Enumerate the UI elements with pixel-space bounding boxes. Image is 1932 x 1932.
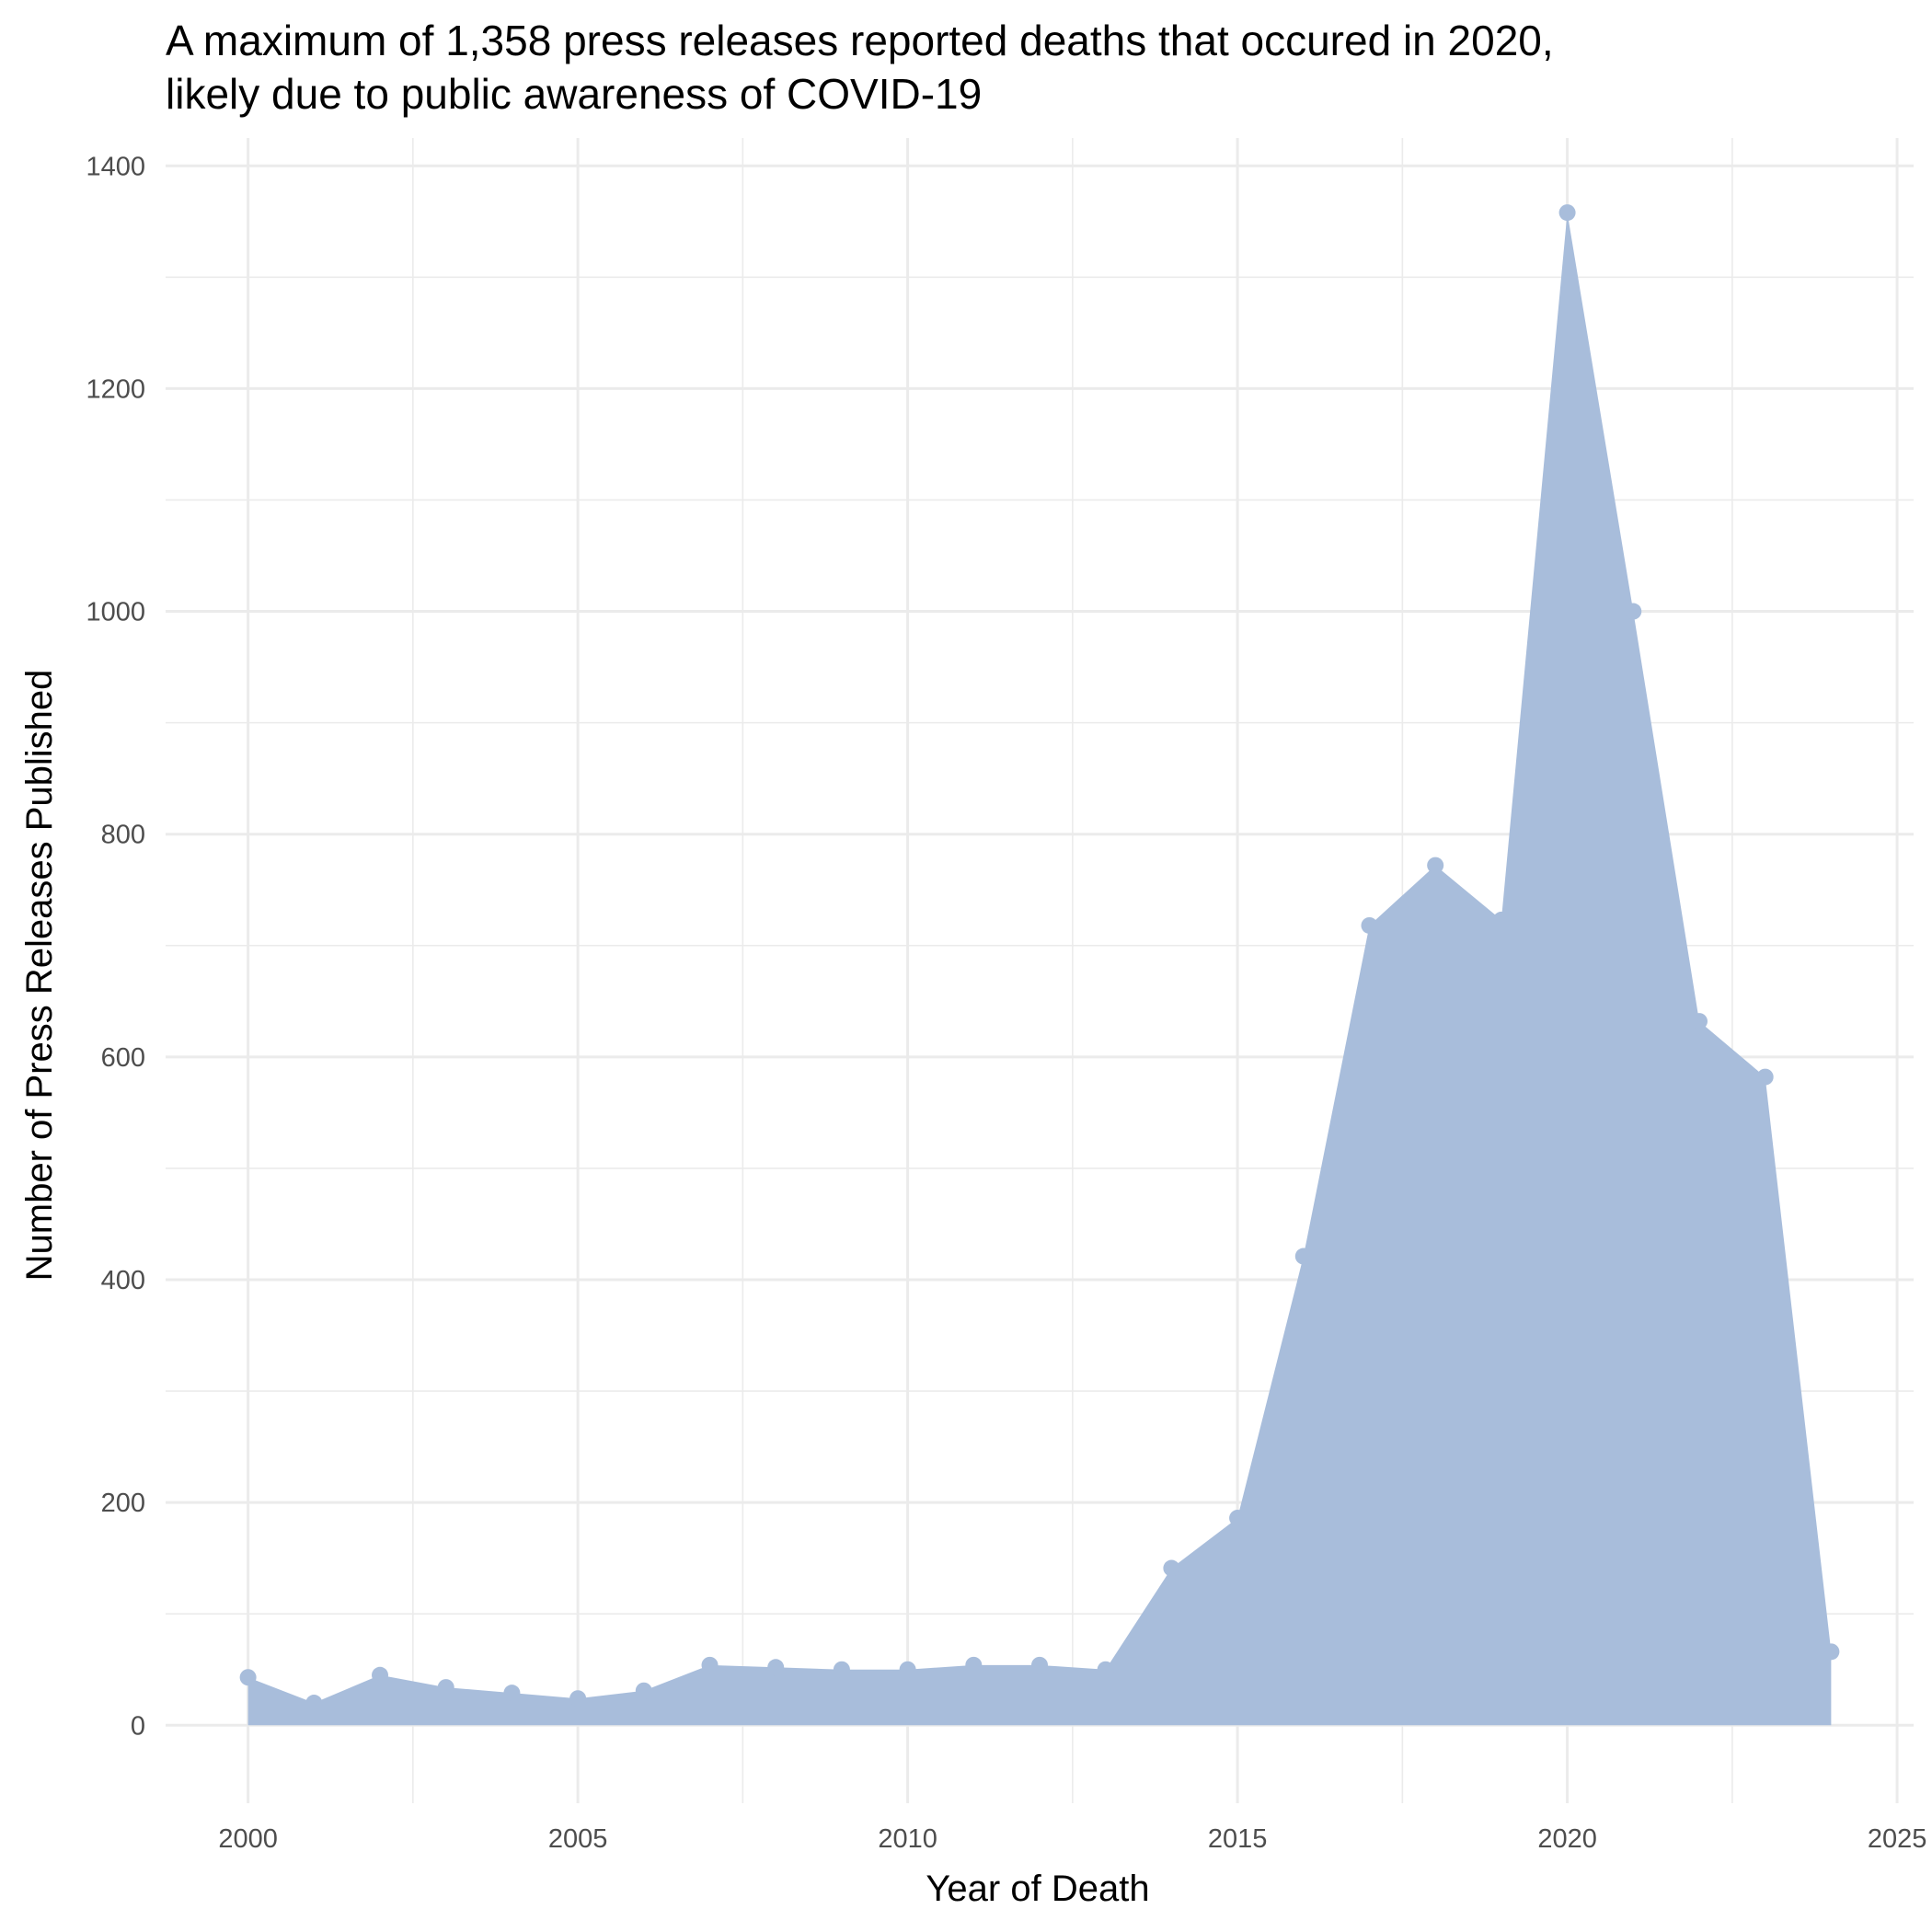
data-point — [1031, 1656, 1048, 1673]
data-point — [1294, 1248, 1312, 1265]
y-axis-label: Number of Press Releases Published — [19, 670, 60, 1282]
y-tick-label: 400 — [101, 1266, 145, 1295]
data-point — [767, 1659, 785, 1676]
y-tick-label: 200 — [101, 1489, 145, 1518]
x-tick-label: 2010 — [878, 1824, 937, 1854]
data-point — [965, 1656, 983, 1673]
y-tick-label: 1400 — [86, 152, 145, 181]
chart-title-line-1: A maximum of 1,358 press releases report… — [166, 17, 1554, 64]
data-point — [569, 1690, 587, 1708]
data-point — [239, 1669, 257, 1686]
chart-title-line-2: likely due to public awareness of COVID-… — [166, 70, 982, 118]
data-point — [1427, 857, 1444, 874]
data-point — [1823, 1643, 1840, 1661]
y-axis-tick-labels: 0 200 400 600 800 1000 1200 1400 — [86, 152, 145, 1741]
data-point — [1558, 204, 1576, 222]
data-points — [239, 204, 1840, 1712]
x-axis-label: Year of Death — [926, 1869, 1149, 1909]
data-point — [503, 1685, 521, 1702]
data-point — [1756, 1068, 1774, 1086]
data-point — [1361, 916, 1378, 934]
data-point — [1229, 1510, 1247, 1527]
area-series-fill — [247, 213, 1832, 1726]
data-point — [833, 1661, 850, 1678]
y-tick-label: 600 — [101, 1043, 145, 1073]
x-tick-label: 2025 — [1868, 1824, 1927, 1854]
data-point — [372, 1666, 389, 1684]
y-tick-label: 1200 — [86, 374, 145, 404]
data-point — [1097, 1661, 1114, 1678]
data-point — [1163, 1559, 1180, 1577]
data-point — [635, 1682, 652, 1699]
data-point — [1625, 603, 1642, 620]
x-axis-tick-labels: 2000 2005 2010 2015 2020 2025 — [218, 1824, 1926, 1854]
data-point — [899, 1661, 916, 1678]
x-tick-label: 2020 — [1537, 1824, 1597, 1854]
x-tick-label: 2005 — [548, 1824, 608, 1854]
data-point — [1492, 911, 1510, 928]
x-tick-label: 2015 — [1208, 1824, 1268, 1854]
data-point — [701, 1656, 719, 1673]
data-point — [305, 1695, 323, 1712]
data-point — [437, 1679, 454, 1696]
y-tick-label: 1000 — [86, 598, 145, 627]
y-tick-label: 800 — [101, 821, 145, 850]
x-tick-label: 2000 — [218, 1824, 278, 1854]
data-point — [1690, 1013, 1708, 1030]
y-tick-label: 0 — [131, 1711, 145, 1741]
